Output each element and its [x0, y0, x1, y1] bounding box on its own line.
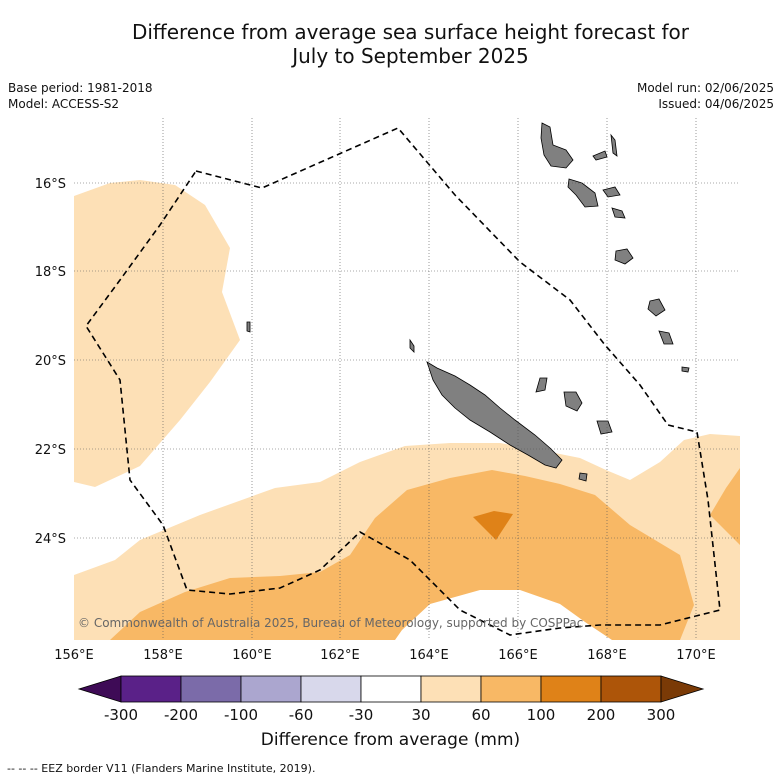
- lon-tick-label: 164°E: [409, 648, 449, 663]
- colorbar-segment: [420, 675, 482, 703]
- island-belep: [409, 338, 415, 353]
- lat-tick-label: 16°S: [35, 177, 66, 192]
- colorbar-extend-high: [660, 675, 705, 703]
- lon-tick-label: 158°E: [143, 648, 183, 663]
- colorbar-tick-label: -60: [289, 706, 314, 724]
- lon-tick-label: 170°E: [676, 648, 716, 663]
- colorbar-tick-label: 30: [411, 706, 430, 724]
- colorbar-tick-label: 200: [587, 706, 616, 724]
- island-vanuatu-ambrym: [602, 186, 621, 198]
- lat-tick-label: 22°S: [35, 443, 66, 458]
- island-vanuatu-pentecost: [610, 133, 618, 157]
- island-loyalty-mare: [596, 420, 613, 435]
- colorbar-tick-label: -30: [349, 706, 374, 724]
- colorbar: -300 -200 -100 -60 -30 30 60 100 200 300: [77, 675, 705, 724]
- colorbar-segment: [240, 675, 302, 703]
- colorbar-segment: [300, 675, 362, 703]
- model-label: Model: ACCESS-S2: [8, 97, 120, 111]
- colorbar-segment: [600, 675, 662, 703]
- colorbar-tick-label: 300: [647, 706, 676, 724]
- lon-tick-label: 166°E: [498, 648, 538, 663]
- base-period-label: Base period: 1981-2018: [8, 81, 153, 95]
- contour-white-pocket: [395, 590, 612, 640]
- copyright-text: © Commonwealth of Australia 2025, Bureau…: [78, 616, 583, 630]
- lon-tick-label: 168°E: [587, 648, 627, 663]
- map-title-line-1: Difference from average sea surface heig…: [131, 20, 690, 44]
- map-area: [74, 118, 740, 640]
- contour-60-100: [110, 470, 694, 640]
- eez-border-note: -- -- -- EEZ border V11 (Flanders Marine…: [7, 762, 316, 775]
- lat-tick-label: 24°S: [35, 532, 66, 547]
- island-matthew-hunter: [246, 321, 251, 333]
- colorbar-tick-label: -200: [164, 706, 198, 724]
- island-loyalty-lifou: [563, 391, 583, 412]
- model-run-label: Model run: 02/06/2025: [636, 81, 774, 95]
- lat-tick-label: 20°S: [35, 354, 66, 369]
- island-isle-of-pines: [578, 472, 588, 482]
- colorbar-segment: [360, 675, 422, 703]
- island-vanuatu-malekula: [567, 178, 599, 208]
- island-vanuatu-espiritu-santo: [540, 122, 574, 169]
- colorbar-tick-label: 60: [471, 706, 490, 724]
- island-vanuatu-epi: [611, 207, 626, 219]
- contour-100-200: [473, 511, 513, 540]
- colorbar-tick-label: -100: [224, 706, 258, 724]
- lon-tick-label: 156°E: [54, 648, 94, 663]
- contour-60-100-east: [710, 468, 740, 545]
- gridlines: [74, 118, 740, 640]
- colorbar-segment: [480, 675, 542, 703]
- colorbar-tick-label: -300: [104, 706, 138, 724]
- island-vanuatu-erromango: [647, 298, 666, 317]
- colorbar-segment: [120, 675, 182, 703]
- lon-tick-label: 160°E: [232, 648, 272, 663]
- island-vanuatu-efate: [614, 248, 634, 265]
- colorbar-title: Difference from average (mm): [260, 730, 521, 750]
- colorbar-tick-label: 100: [527, 706, 556, 724]
- island-vanuatu-aneityum: [681, 366, 690, 373]
- island-loyalty-ouvea: [535, 377, 548, 393]
- axis-labels: 156°E 158°E 160°E 162°E 164°E 166°E 168°E 170°E…: [35, 177, 716, 663]
- lat-tick-label: 18°S: [35, 265, 66, 280]
- colorbar-segment: [180, 675, 242, 703]
- colorbar-segment: [540, 675, 602, 703]
- lon-tick-label: 162°E: [320, 648, 360, 663]
- map-title-line-2: July to September 2025: [292, 44, 529, 68]
- colorbar-extend-low: [77, 675, 122, 703]
- issued-label: Issued: 04/06/2025: [658, 97, 774, 111]
- contour-30-60-northwest: [74, 180, 240, 487]
- island-new-caledonia: [426, 361, 563, 469]
- island-vanuatu-tanna: [658, 330, 674, 345]
- eez-border: [85, 127, 721, 636]
